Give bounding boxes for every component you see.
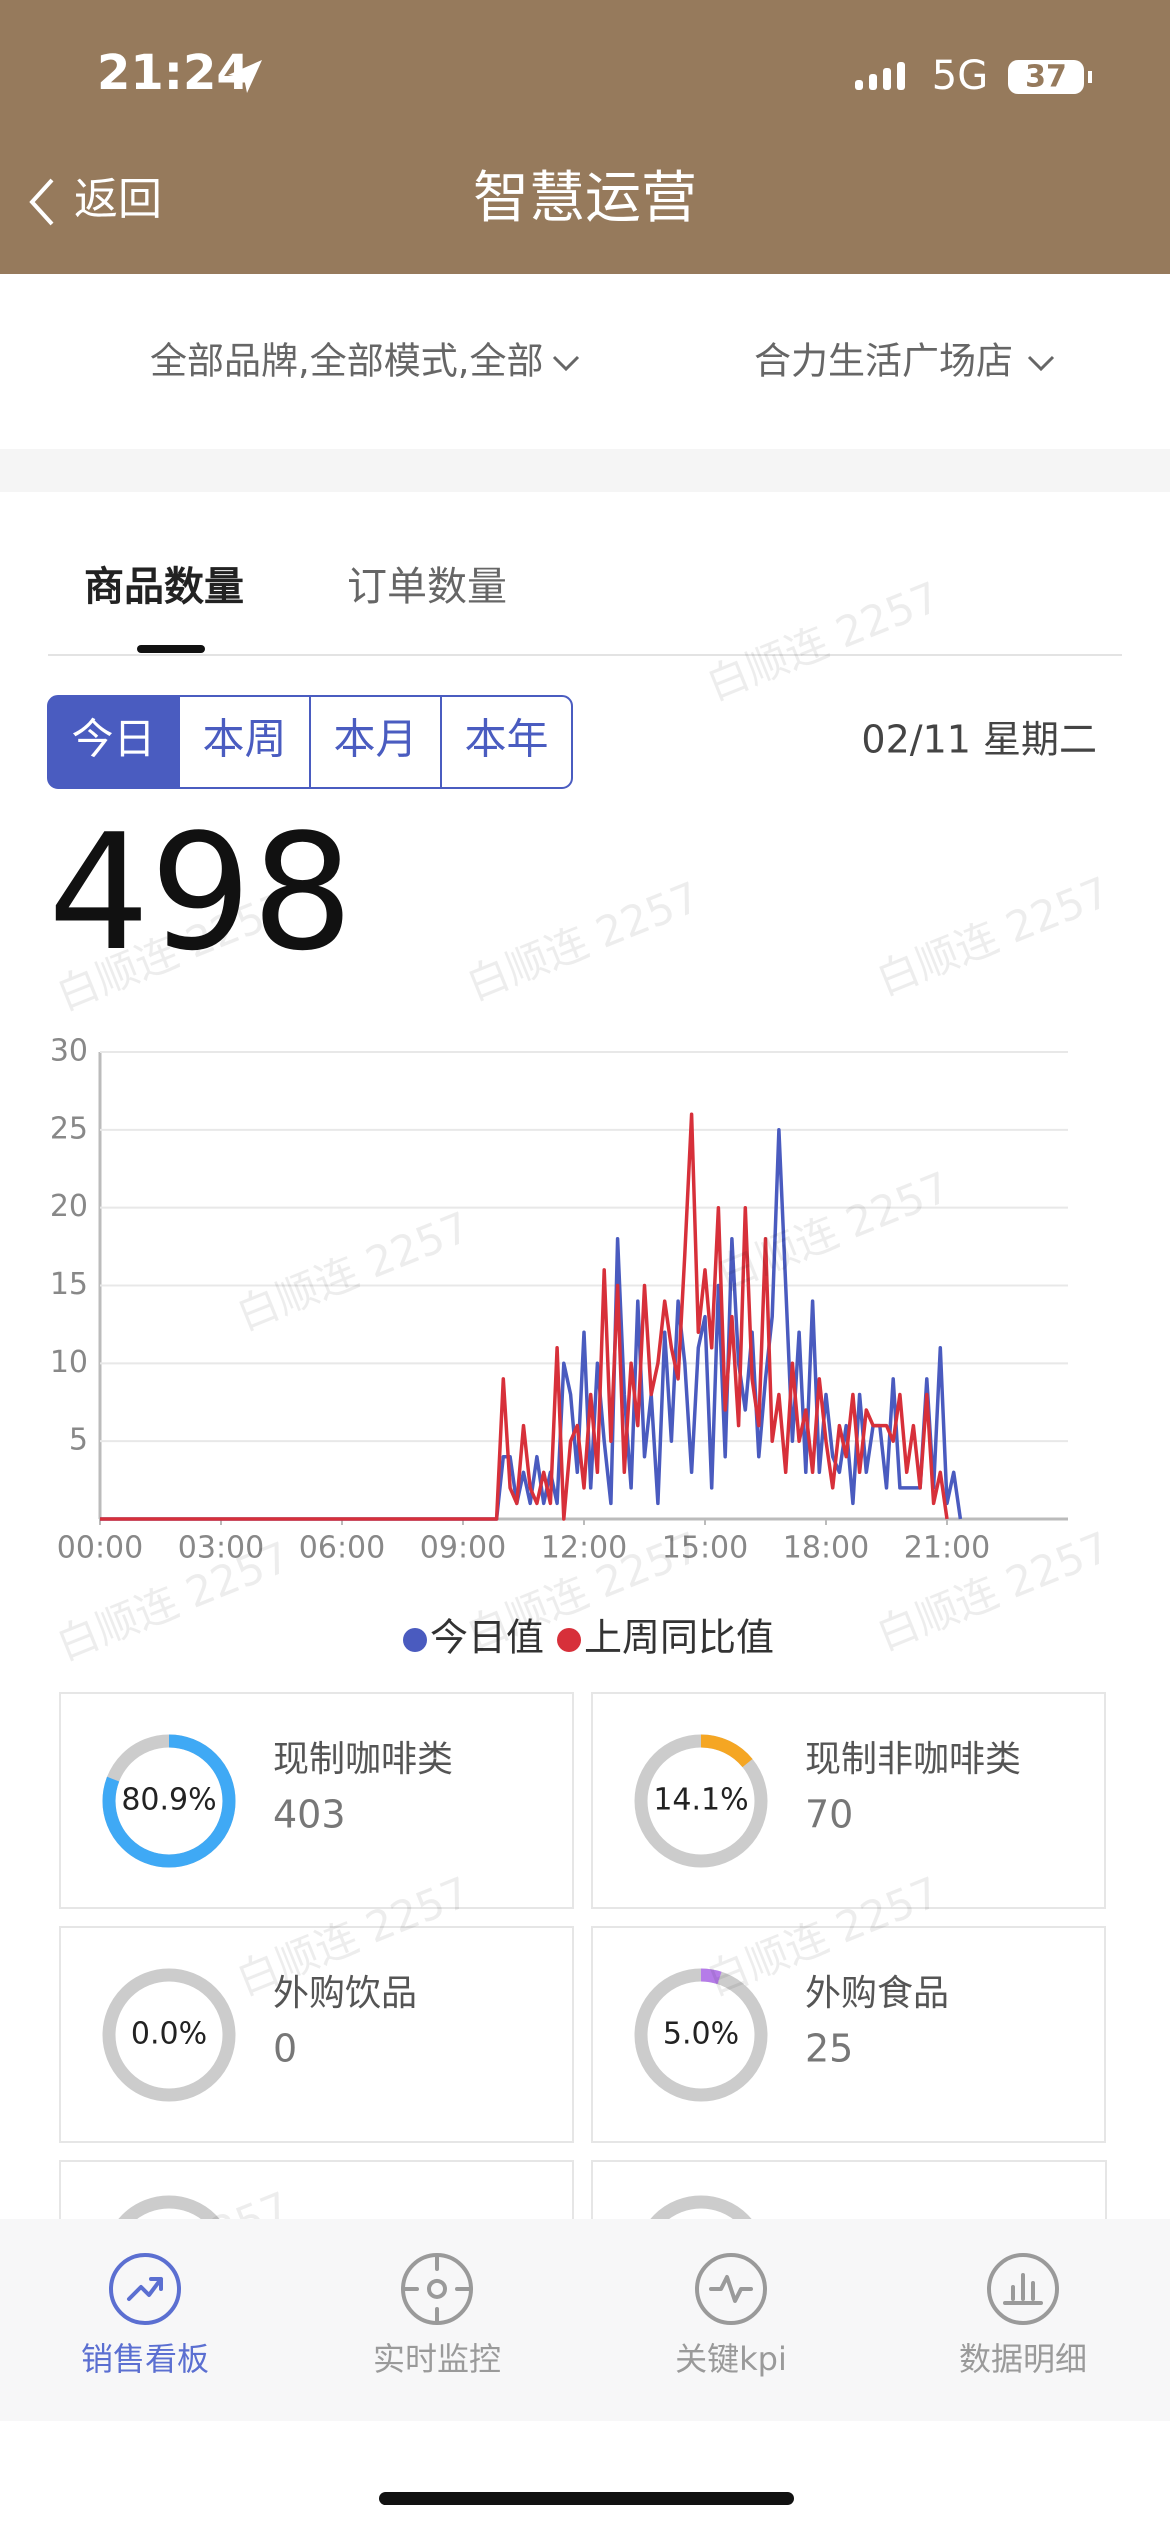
y-tick-label: 25 (50, 1111, 88, 1146)
tab-bar (0, 2219, 1170, 2421)
card-name: 外购食品 (805, 1973, 949, 2014)
data-line (100, 1112, 949, 1521)
donut-arc (634, 1968, 768, 2102)
donut-label: 5.0% (663, 2017, 739, 2052)
x-tick-label: 12:00 (541, 1531, 627, 1566)
card-name: 现制咖啡类 (273, 1739, 453, 1780)
nav-label[interactable]: 数据明细 (959, 2340, 1087, 2378)
x-tick-label: 00:00 (57, 1531, 143, 1566)
nav-glyph (401, 2253, 473, 2325)
page-title: 智慧运营 (473, 166, 697, 231)
segment-label[interactable]: 本周 (202, 715, 286, 764)
y-tick-label: 20 (50, 1189, 88, 1224)
chevron (1027, 355, 1055, 372)
signal-icon (855, 62, 905, 90)
tab[interactable]: 订单数量 (347, 564, 507, 610)
x-tick-label: 21:00 (904, 1531, 990, 1566)
donut-arc (634, 1734, 768, 1868)
donut-track (102, 1968, 236, 2102)
watermark: 白顺连 2257 (870, 867, 1117, 1005)
donut-label: 14.1% (653, 1783, 748, 1818)
date: 02/11 星期二 (861, 718, 1097, 762)
nav-glyph (127, 2277, 163, 2301)
back-icon[interactable] (29, 178, 54, 226)
nav-glyph (709, 2275, 753, 2303)
card (59, 1692, 574, 1909)
location-icon (228, 60, 262, 93)
chevron (552, 355, 580, 372)
filter[interactable]: 合力生活广场店 (754, 340, 1013, 383)
nav-label[interactable]: 关键kpi (675, 2340, 787, 2378)
tab[interactable]: 商品数量 (84, 564, 244, 610)
nav-icon[interactable] (109, 2253, 181, 2325)
nav-icon[interactable] (695, 2253, 767, 2325)
segment-active (48, 696, 179, 788)
donut-label: 0.0% (131, 2017, 207, 2052)
legend-label: 上周同比值 (584, 1616, 774, 1660)
card-value: 0 (273, 2027, 297, 2071)
filter[interactable]: 全部品牌,全部模式,全部 (150, 340, 544, 383)
battery (1008, 60, 1084, 94)
card (591, 1926, 1106, 2143)
card (59, 1926, 574, 2143)
watermark: 白顺连 2257 (460, 872, 707, 1010)
x-tick-label: 18:00 (783, 1531, 869, 1566)
total: 498 (48, 799, 353, 986)
y-tick-label: 30 (50, 1034, 88, 1069)
legend-marker (403, 1628, 427, 1652)
watermark: 白顺连 2257 (700, 572, 947, 710)
back-label[interactable]: 返回 (74, 174, 162, 225)
card-value: 403 (273, 1793, 346, 1837)
x-tick-label: 03:00 (178, 1531, 264, 1566)
cards: 80.9% 现制咖啡类 403 14.1% 现制非咖啡类 70 0.0% 外购饮品 0 5.0% 外… (59, 1692, 1106, 2143)
watermark: 白顺连 2257 (230, 1202, 477, 1340)
bottom-area (0, 2421, 1170, 2532)
legend-marker (557, 1628, 582, 1652)
donut-arc (102, 1734, 236, 1868)
tab-bar-items: 销售看板 实时监控 关键kpi 数据明细 (81, 2253, 1087, 2378)
card-value: 25 (805, 2027, 853, 2071)
card-value: 70 (805, 1793, 853, 1837)
x-tick-label: 15:00 (662, 1531, 748, 1566)
network: 5G (932, 53, 988, 99)
top-bar (0, 0, 1170, 274)
status-time: 21:24 (97, 45, 250, 101)
separator (0, 449, 1170, 492)
segment-label[interactable]: 本月 (333, 715, 417, 764)
chart: 5 10 15 20 25 30 00:00 03:00 06:00 09:00 12:00 15:0… (50, 1034, 1068, 1660)
segment-label[interactable]: 本年 (464, 715, 548, 764)
y-tick-label: 15 (50, 1267, 88, 1302)
tab-indicator (137, 645, 205, 653)
card-name: 现制非咖啡类 (805, 1739, 1021, 1780)
home-indicator (379, 2492, 794, 2505)
segment-label[interactable]: 今日 (71, 715, 155, 764)
nav-label[interactable]: 实时监控 (373, 2340, 501, 2378)
card-name: 外购饮品 (273, 1973, 417, 2014)
nav-icon[interactable] (987, 2253, 1059, 2325)
x-tick-label: 06:00 (299, 1531, 385, 1566)
data-line (100, 1128, 963, 1521)
y-tick-label: 5 (69, 1423, 88, 1458)
donut-label: 80.9% (121, 1783, 216, 1818)
battery-level: 37 (1025, 60, 1067, 95)
x-tick-label: 09:00 (420, 1531, 506, 1566)
nav-label[interactable]: 销售看板 (81, 2340, 209, 2378)
legend-label: 今日值 (430, 1616, 544, 1660)
y-tick-label: 10 (50, 1345, 88, 1380)
card (591, 1692, 1106, 1909)
nav-glyph (1003, 2273, 1043, 2305)
